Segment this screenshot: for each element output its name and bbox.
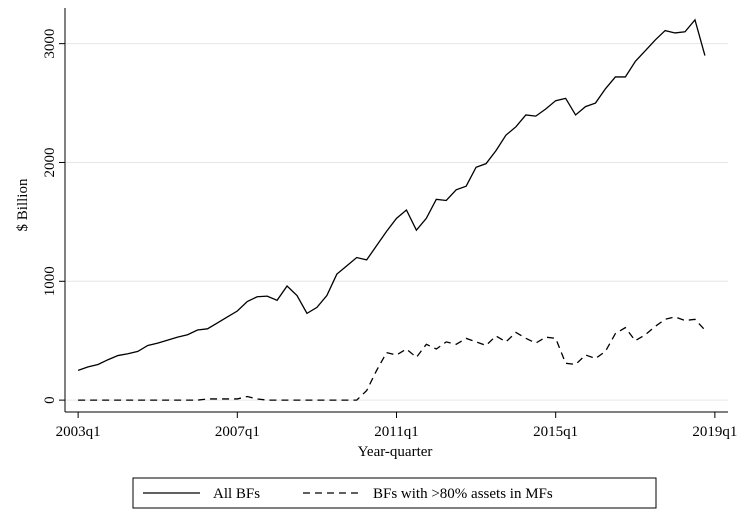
- x-tick-label: 2011q1: [374, 424, 418, 440]
- data-line: [78, 316, 706, 401]
- x-axis-label: Year-quarter: [358, 444, 433, 460]
- x-tick-label: 2015q1: [533, 424, 578, 440]
- y-tick-label: 2000: [42, 147, 58, 177]
- y-tick-label: 3000: [42, 29, 58, 59]
- x-tick-label: 2003q1: [56, 424, 101, 440]
- legend-box: [132, 477, 657, 509]
- y-tick-label: 0: [42, 396, 58, 404]
- legend-label: All BFs: [213, 486, 260, 502]
- y-tick-label: 1000: [42, 266, 58, 296]
- x-tick-label: 2019q1: [692, 424, 737, 440]
- data-line: [77, 18, 706, 372]
- legend-label: BFs with >80% assets in MFs: [373, 486, 553, 502]
- y-axis-label: $ Billion: [15, 178, 31, 231]
- x-tick-label: 2007q1: [215, 424, 260, 440]
